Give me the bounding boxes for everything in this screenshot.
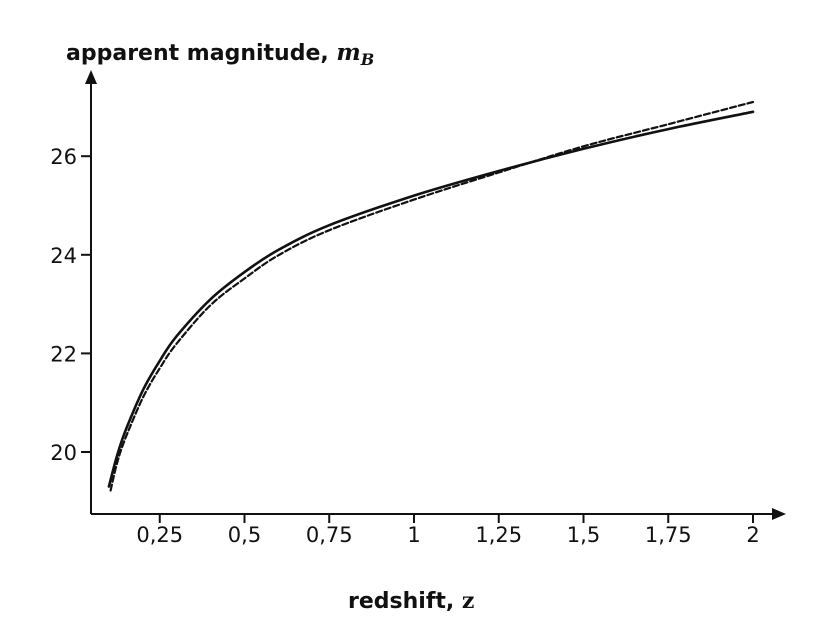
y-ticks: 20 22 24 26 bbox=[50, 145, 91, 465]
y-axis-label: apparent magnitude, mB bbox=[66, 39, 374, 69]
x-tick-label: 1 bbox=[407, 523, 420, 547]
dashed-curve bbox=[109, 100, 755, 492]
x-axis-arrowhead bbox=[772, 508, 786, 520]
x-tick-label: 0,75 bbox=[306, 523, 353, 547]
x-tick-label: 1,5 bbox=[567, 523, 600, 547]
y-axis-label-subscript: B bbox=[360, 50, 375, 69]
x-tick-label: 0,25 bbox=[136, 523, 183, 547]
x-ticks: 0,25 0,5 0,75 1 1,25 1,5 1,75 2 bbox=[136, 514, 760, 547]
y-axis-label-text: apparent magnitude, bbox=[66, 41, 336, 66]
y-tick-label: 22 bbox=[50, 342, 77, 366]
x-tick-label: 2 bbox=[746, 523, 759, 547]
y-axis-label-symbol: m bbox=[336, 39, 360, 66]
series-layer bbox=[107, 100, 755, 492]
x-tick-label: 0,5 bbox=[228, 523, 261, 547]
y-tick-label: 26 bbox=[50, 145, 77, 169]
x-tick-label: 1,75 bbox=[645, 523, 692, 547]
y-axis-arrowhead bbox=[85, 70, 97, 84]
y-tick-label: 20 bbox=[50, 441, 77, 465]
x-axis-label: redshift, z bbox=[348, 588, 474, 614]
x-axis-label-symbol: z bbox=[462, 588, 475, 614]
x-axis-label-text: redshift, bbox=[348, 589, 462, 614]
solid-curve bbox=[107, 110, 755, 488]
x-tick-label: 1,25 bbox=[475, 523, 522, 547]
y-tick-label: 24 bbox=[50, 244, 77, 268]
